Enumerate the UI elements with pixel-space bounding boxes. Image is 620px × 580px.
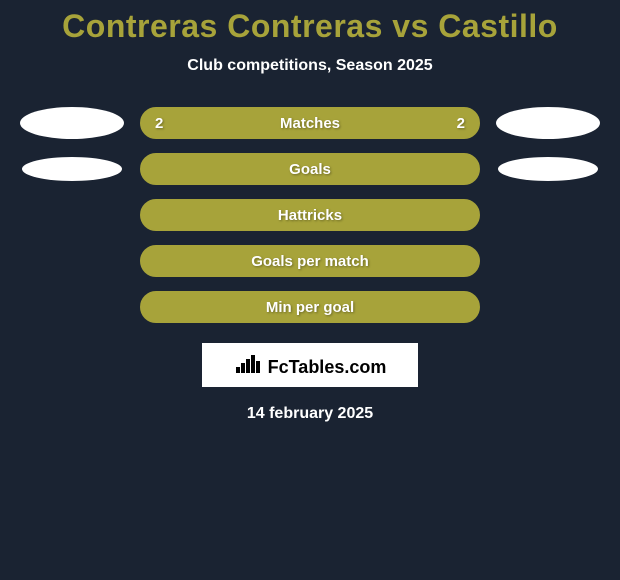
right-bubble xyxy=(498,157,598,181)
stat-row: Hattricks xyxy=(0,199,620,231)
stat-label: Min per goal xyxy=(266,299,354,316)
date-line: 14 february 2025 xyxy=(0,405,620,423)
stat-label: Matches xyxy=(280,115,340,132)
stat-bar: Hattricks xyxy=(140,199,480,231)
subtitle: Club competitions, Season 2025 xyxy=(0,57,620,75)
stat-row: Goals xyxy=(0,153,620,185)
right-bubble xyxy=(496,107,600,139)
stat-row: Min per goal xyxy=(0,291,620,323)
page-title: Contreras Contreras vs Castillo xyxy=(0,8,620,45)
stat-rows: 2 Matches 2 Goals Hattricks Goals per match Mi… xyxy=(0,107,620,323)
left-bubble xyxy=(20,107,124,139)
comparison-infographic: Contreras Contreras vs Castillo Club com… xyxy=(0,0,620,423)
stat-bar: Min per goal xyxy=(140,291,480,323)
stat-label: Hattricks xyxy=(278,207,342,224)
brand-text: FcTables.com xyxy=(268,357,387,378)
stat-bar: 2 Matches 2 xyxy=(140,107,480,139)
brand-box: FcTables.com xyxy=(202,343,418,387)
left-bubble xyxy=(22,157,122,181)
stat-row: Goals per match xyxy=(0,245,620,277)
stat-label: Goals per match xyxy=(251,253,369,270)
stat-label: Goals xyxy=(289,161,331,178)
stat-row: 2 Matches 2 xyxy=(0,107,620,139)
stat-value-left: 2 xyxy=(155,115,163,132)
stat-value-right: 2 xyxy=(457,115,465,132)
stat-bar: Goals per match xyxy=(140,245,480,277)
brand-inner: FcTables.com xyxy=(234,353,387,378)
stat-bar: Goals xyxy=(140,153,480,185)
bar-chart-icon xyxy=(234,353,262,378)
